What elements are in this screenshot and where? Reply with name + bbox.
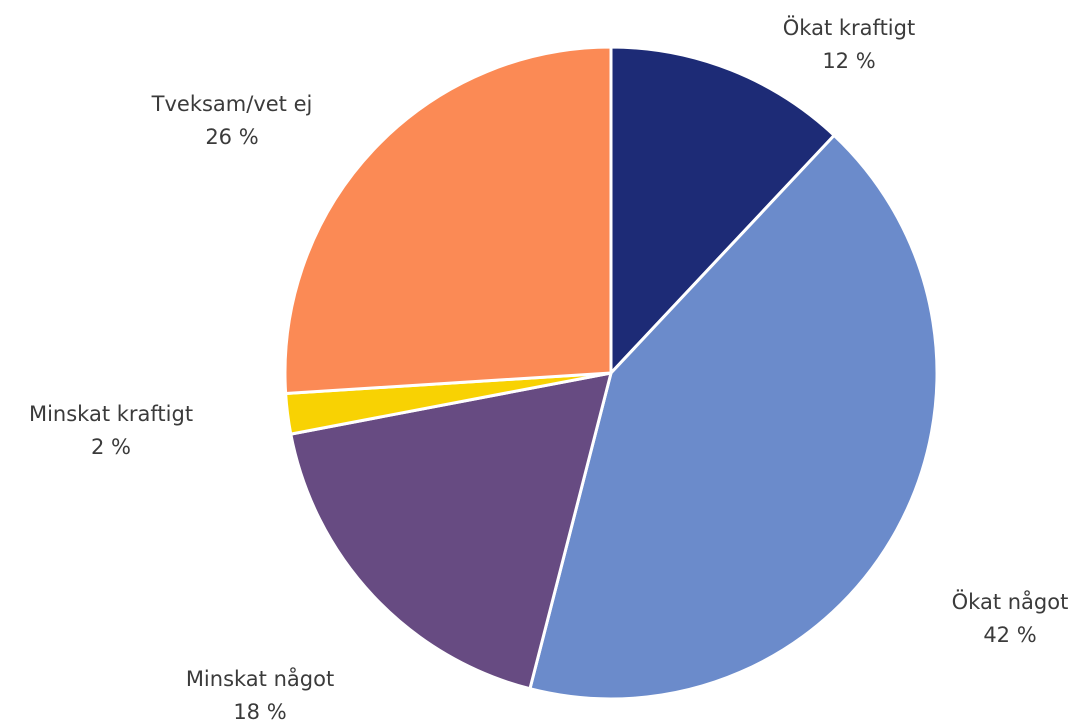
slice-label-value: 26 %: [205, 125, 258, 149]
slice-label-value: 2 %: [91, 435, 131, 459]
slice-label-group-tveksam-vet-ej: Tveksam/vet ej 26 %: [151, 92, 313, 149]
slice-label-group-okat-nagot: Ökat något 42 %: [952, 589, 1069, 647]
slice-label-name: Ökat kraftigt: [783, 15, 915, 40]
slice-label-value: 18 %: [233, 700, 286, 724]
slice-label-name: Ökat något: [952, 589, 1069, 614]
slice-label-group-minskat-nagot: Minskat något 18 %: [186, 666, 334, 724]
labels-layer: Ökat kraftigt 12 % Ökat något 42 % Minskat n…: [29, 15, 1068, 724]
pie-slice-minskat-nagot: [289, 371, 613, 691]
pie-slice-tveksam-vet-ej: [283, 45, 613, 395]
slices-layer: [283, 45, 939, 701]
slice-label-group-okat-kraftigt: Ökat kraftigt 12 %: [783, 15, 915, 73]
slice-label-value: 12 %: [822, 49, 875, 73]
slice-label-value: 42 %: [983, 623, 1036, 647]
slice-label-name: Minskat kraftigt: [29, 402, 193, 426]
pie-slice-okat-kraftigt: [609, 45, 836, 375]
slice-label-group-minskat-kraftigt: Minskat kraftigt 2 %: [29, 402, 193, 459]
slice-label-name: Minskat något: [186, 666, 334, 691]
pie-slice-okat-nagot: [528, 133, 939, 701]
slice-label-name: Tveksam/vet ej: [151, 92, 313, 116]
